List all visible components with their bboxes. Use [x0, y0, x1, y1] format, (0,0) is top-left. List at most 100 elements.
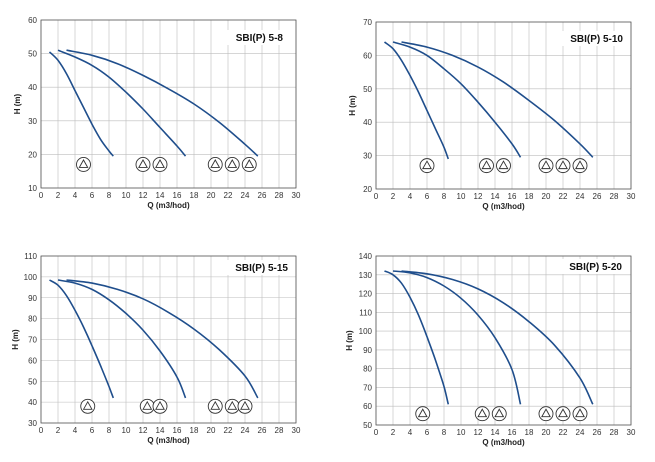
pump-curve-1: [49, 279, 115, 399]
y-tick-label: 90: [28, 294, 37, 303]
pump-curve-3: [66, 279, 259, 399]
x-tick-label: 14: [491, 428, 500, 437]
x-tick-label: 20: [207, 426, 216, 435]
x-tick-label: 4: [408, 428, 413, 437]
x-tick-label: 18: [190, 191, 199, 200]
y-tick-label: 100: [24, 273, 38, 282]
x-tick-label: 26: [258, 191, 267, 200]
x-tick-label: 12: [139, 426, 148, 435]
x-tick-label: 30: [627, 428, 636, 437]
x-tick-label: 28: [610, 192, 619, 201]
x-tick-label: 24: [241, 426, 250, 435]
y-tick-label: 90: [363, 346, 372, 355]
y-tick-label: 30: [28, 419, 37, 428]
chart-panel-1: 0 2 4 6 8 10 12 14 16 18 20 22 24 26 28 30102030405060Q…: [13, 16, 301, 210]
chart-panel-4: 0 2 4 6 8 10 12 14 16 18 20 22 24 26 28 305060708090100…: [345, 252, 636, 447]
pump-icon: [76, 157, 91, 172]
pump-icon: [555, 406, 571, 422]
x-axis-label: Q (m3/hod): [482, 438, 525, 447]
x-tick-label: 28: [275, 426, 284, 435]
chart-title-bg: [222, 260, 290, 275]
chart-title-bg: [556, 259, 624, 274]
chart-panel-2: 0 2 4 6 8 10 12 14 16 18 20 22 24 26 28 30203040506070Q…: [348, 18, 636, 211]
x-tick-label: 24: [576, 428, 585, 437]
y-tick-label: 60: [28, 16, 37, 25]
pump-icon: [135, 157, 151, 172]
plot-frame: [375, 21, 632, 190]
x-tick-label: 8: [107, 426, 112, 435]
x-tick-label: 10: [122, 426, 131, 435]
x-tick-label: 18: [190, 426, 199, 435]
y-axis-label: H (m): [348, 95, 357, 116]
y-tick-label: 60: [28, 356, 37, 365]
pump-icon: [152, 157, 168, 172]
pump-curve-1: [383, 41, 450, 160]
y-tick-label: 20: [363, 185, 372, 194]
pump-icon: [538, 158, 554, 174]
x-tick-label: 2: [391, 192, 396, 201]
x-tick-label: 22: [224, 426, 233, 435]
x-tick-label: 4: [73, 191, 78, 200]
x-tick-label: 6: [425, 428, 430, 437]
chart-title-bg: [217, 30, 285, 45]
y-tick-label: 80: [363, 365, 372, 374]
x-tick-label: 16: [173, 191, 182, 200]
x-tick-label: 18: [525, 192, 534, 201]
y-tick-label: 130: [359, 271, 373, 280]
plot-frame: [40, 255, 297, 424]
pump-curve-3: [66, 49, 259, 157]
x-tick-label: 4: [408, 192, 413, 201]
x-tick-label: 28: [275, 191, 284, 200]
y-tick-label: 50: [363, 85, 372, 94]
y-tick-label: 10: [28, 184, 37, 193]
pump-curve-2: [57, 279, 187, 399]
x-tick-label: 0: [39, 191, 44, 200]
chart-title: SBI(P) 5-10: [570, 34, 623, 45]
chart-title-bg: [557, 31, 625, 46]
x-tick-label: 22: [559, 428, 568, 437]
pump-curve-2: [392, 41, 522, 158]
y-tick-label: 140: [359, 252, 373, 261]
x-tick-label: 26: [258, 426, 267, 435]
y-tick-label: 30: [363, 152, 372, 161]
x-tick-label: 26: [593, 428, 602, 437]
y-tick-label: 110: [24, 252, 37, 261]
x-tick-label: 6: [425, 192, 430, 201]
pump-icon: [555, 158, 571, 174]
x-tick-label: 22: [224, 191, 233, 200]
chart-panel-3: 0 2 4 6 8 10 12 14 16 18 20 22 24 26 28 303040506070809…: [11, 252, 301, 445]
y-tick-label: 30: [28, 117, 37, 126]
chart-title: SBI(P) 5-20: [569, 262, 622, 273]
x-tick-label: 10: [457, 428, 466, 437]
x-tick-label: 8: [442, 192, 447, 201]
plot-frame: [375, 255, 632, 426]
x-tick-label: 14: [156, 426, 165, 435]
y-tick-label: 100: [359, 327, 373, 336]
pump-icon: [415, 406, 431, 422]
pump-icon: [224, 157, 240, 172]
pump-curve-1: [384, 270, 450, 405]
pump-icon: [474, 406, 490, 422]
x-tick-label: 8: [107, 191, 112, 200]
y-tick-label: 110: [359, 308, 372, 317]
pump-icon: [207, 157, 223, 172]
x-tick-label: 16: [508, 428, 517, 437]
x-tick-label: 8: [442, 428, 447, 437]
pump-icon: [224, 398, 240, 414]
y-tick-label: 40: [28, 398, 37, 407]
pump-curve-2: [392, 270, 522, 405]
pump-icon: [538, 406, 554, 422]
pump-icon: [207, 398, 223, 414]
y-tick-label: 70: [28, 336, 37, 345]
pump-icon: [237, 398, 253, 414]
y-tick-label: 50: [363, 421, 372, 430]
x-tick-label: 30: [292, 426, 301, 435]
x-tick-label: 14: [491, 192, 500, 201]
x-axis-label: Q (m3/hod): [147, 201, 190, 210]
y-tick-label: 40: [363, 118, 372, 127]
pump-curve-1: [48, 51, 114, 157]
pump-icon: [152, 398, 168, 414]
pump-icon: [496, 158, 511, 174]
pump-curve-2: [57, 49, 187, 157]
